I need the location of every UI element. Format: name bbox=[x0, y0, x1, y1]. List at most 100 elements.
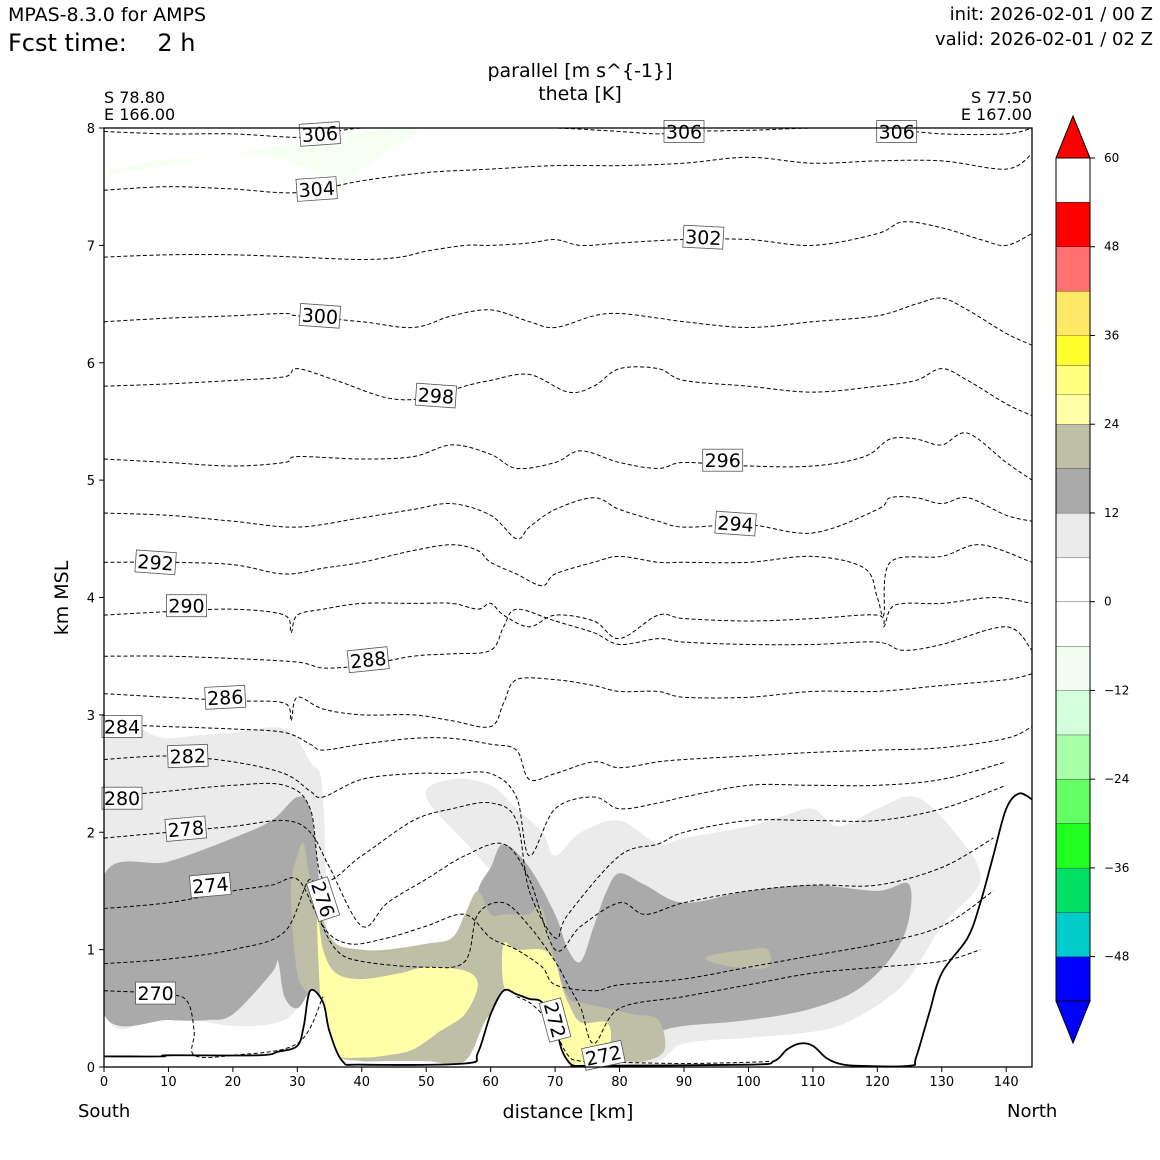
chart-title-line2: theta [K] bbox=[538, 83, 622, 105]
x-tick-label: 20 bbox=[225, 1075, 242, 1090]
colorbar-segment bbox=[1056, 394, 1090, 425]
init-time: init: 2026-02-01 / 00 Z bbox=[949, 4, 1153, 25]
colorbar-tick-label: −36 bbox=[1104, 861, 1129, 875]
contour-label-text: 282 bbox=[169, 745, 206, 768]
contour-label-284-13: 284 bbox=[101, 715, 143, 739]
x-tick-label: 140 bbox=[994, 1075, 1019, 1090]
contour-label-text: 278 bbox=[167, 817, 205, 842]
contour-label-box bbox=[188, 871, 232, 899]
theta-contour-272 bbox=[516, 996, 775, 1065]
contour-label-306-0: 306 bbox=[298, 121, 342, 147]
x-tick-label: 10 bbox=[160, 1075, 177, 1090]
theta-contour-294 bbox=[104, 496, 1032, 540]
colorbar-tick-label: 60 bbox=[1104, 151, 1119, 165]
contour-label-text: 306 bbox=[879, 122, 915, 144]
wind-fill-region-3 bbox=[104, 796, 324, 1027]
contour-label-306-2: 306 bbox=[876, 120, 918, 144]
theta-contour-284 bbox=[104, 723, 1032, 782]
theta-contour-288 bbox=[104, 608, 1032, 669]
colorbar-tick-label: 0 bbox=[1104, 595, 1112, 609]
colorbar-segment bbox=[1056, 823, 1090, 868]
y-tick-label: 5 bbox=[87, 474, 95, 489]
theta-contour-296 bbox=[104, 432, 1032, 481]
colorbar-segment bbox=[1056, 646, 1090, 691]
contour-label-text: 290 bbox=[168, 596, 204, 618]
y-tick-label: 3 bbox=[87, 709, 95, 724]
colorbar-segment bbox=[1056, 690, 1090, 735]
contour-label-300-5: 300 bbox=[298, 303, 342, 329]
wind-fill-region-8 bbox=[705, 948, 772, 969]
colorbar-under-extension bbox=[1055, 1000, 1091, 1045]
colorbar-segment bbox=[1056, 335, 1090, 366]
contour-label-292-9: 292 bbox=[134, 549, 177, 576]
right-lat: S 77.50 bbox=[970, 88, 1032, 107]
colorbar-segment bbox=[1056, 601, 1090, 647]
left-endpoint: S 78.80 E 166.00 bbox=[104, 89, 175, 123]
x-tick-label: 120 bbox=[865, 1075, 890, 1090]
x-tick-label: 30 bbox=[289, 1075, 306, 1090]
valid-time: valid: 2026-02-01 / 02 Z bbox=[935, 29, 1153, 50]
y-tick-label: 8 bbox=[87, 122, 95, 137]
colorbar-segment bbox=[1056, 291, 1090, 336]
contour-label-box bbox=[167, 743, 209, 769]
contour-label-text: 298 bbox=[417, 384, 455, 408]
contour-label-box bbox=[135, 981, 177, 1005]
contour-label-278-16: 278 bbox=[164, 815, 208, 842]
colorbar-tick-label: 36 bbox=[1104, 328, 1119, 342]
contour-label-text: 284 bbox=[104, 717, 140, 739]
colorbar-segment bbox=[1056, 512, 1090, 558]
contour-label-294-8: 294 bbox=[714, 510, 757, 537]
axes-layer: 0 10 20 30 40 50 60 70 80 90 100 110 120 130 140 0 1 2 3 4 5… bbox=[87, 122, 1019, 1090]
contour-label-box bbox=[581, 1039, 626, 1071]
direction-north: North bbox=[1007, 1101, 1058, 1122]
contour-label-box bbox=[101, 715, 143, 738]
contour-label-box bbox=[682, 224, 725, 250]
theta-contour-286 bbox=[104, 673, 1032, 728]
theta-contour-290 bbox=[104, 596, 1032, 640]
theta-contour-276 bbox=[104, 878, 994, 992]
contour-label-280-15: 280 bbox=[101, 786, 143, 810]
colorbar-tick-label: −12 bbox=[1104, 683, 1129, 697]
contour-label-290-10: 290 bbox=[166, 594, 207, 618]
theta-contour-306 bbox=[104, 128, 1032, 138]
colorbar-segment bbox=[1056, 424, 1090, 469]
contour-label-box bbox=[663, 120, 705, 143]
colorbar-frame bbox=[1055, 157, 1091, 1002]
terrain-mask bbox=[104, 793, 1032, 1067]
contour-label-text: 292 bbox=[137, 551, 175, 575]
contour-label-layer: 306 306 306 304 302 300 298 296 294 292 290 288 286 2… bbox=[101, 120, 918, 1071]
y-tick-label: 1 bbox=[87, 944, 95, 959]
colorbar-segment bbox=[1056, 557, 1090, 602]
contour-label-box bbox=[298, 303, 342, 329]
contour-label-box bbox=[101, 786, 143, 810]
contour-label-box bbox=[204, 684, 247, 710]
colorbar-segment bbox=[1056, 365, 1090, 395]
contour-label-text: 270 bbox=[137, 983, 173, 1005]
colorbar-segment bbox=[1056, 779, 1090, 824]
contour-label-text: 302 bbox=[685, 226, 722, 250]
wind-fill-region-0 bbox=[104, 128, 420, 191]
y-tick-label: 0 bbox=[87, 1061, 95, 1076]
y-tick-label: 2 bbox=[87, 826, 95, 841]
contour-label-box bbox=[166, 594, 207, 618]
colorbar-tick-label: −48 bbox=[1104, 950, 1129, 964]
theta-contour-280 bbox=[104, 782, 1007, 940]
colorbar-segment bbox=[1056, 468, 1090, 513]
x-axis-label: distance [km] bbox=[503, 1101, 634, 1123]
y-axis-label: km MSL bbox=[51, 560, 73, 635]
contour-label-text: 306 bbox=[666, 122, 702, 144]
fcst-time-label: Fcst time: bbox=[8, 29, 127, 57]
contour-label-text: 288 bbox=[349, 648, 387, 674]
y-tick-label: 7 bbox=[87, 239, 95, 254]
left-lat: S 78.80 bbox=[104, 88, 166, 107]
theta-contour-270 bbox=[104, 990, 324, 1059]
contour-label-box bbox=[134, 549, 177, 576]
x-tick-label: 40 bbox=[354, 1075, 371, 1090]
contour-label-text: 286 bbox=[207, 686, 244, 710]
contour-label-text: 304 bbox=[298, 178, 336, 202]
colorbar-segment bbox=[1056, 867, 1090, 913]
theta-contour-300 bbox=[104, 297, 1032, 346]
right-endpoint: S 77.50 E 167.00 bbox=[961, 89, 1032, 123]
contour-label-text: 306 bbox=[301, 123, 339, 147]
contour-label-288-11: 288 bbox=[346, 646, 390, 674]
